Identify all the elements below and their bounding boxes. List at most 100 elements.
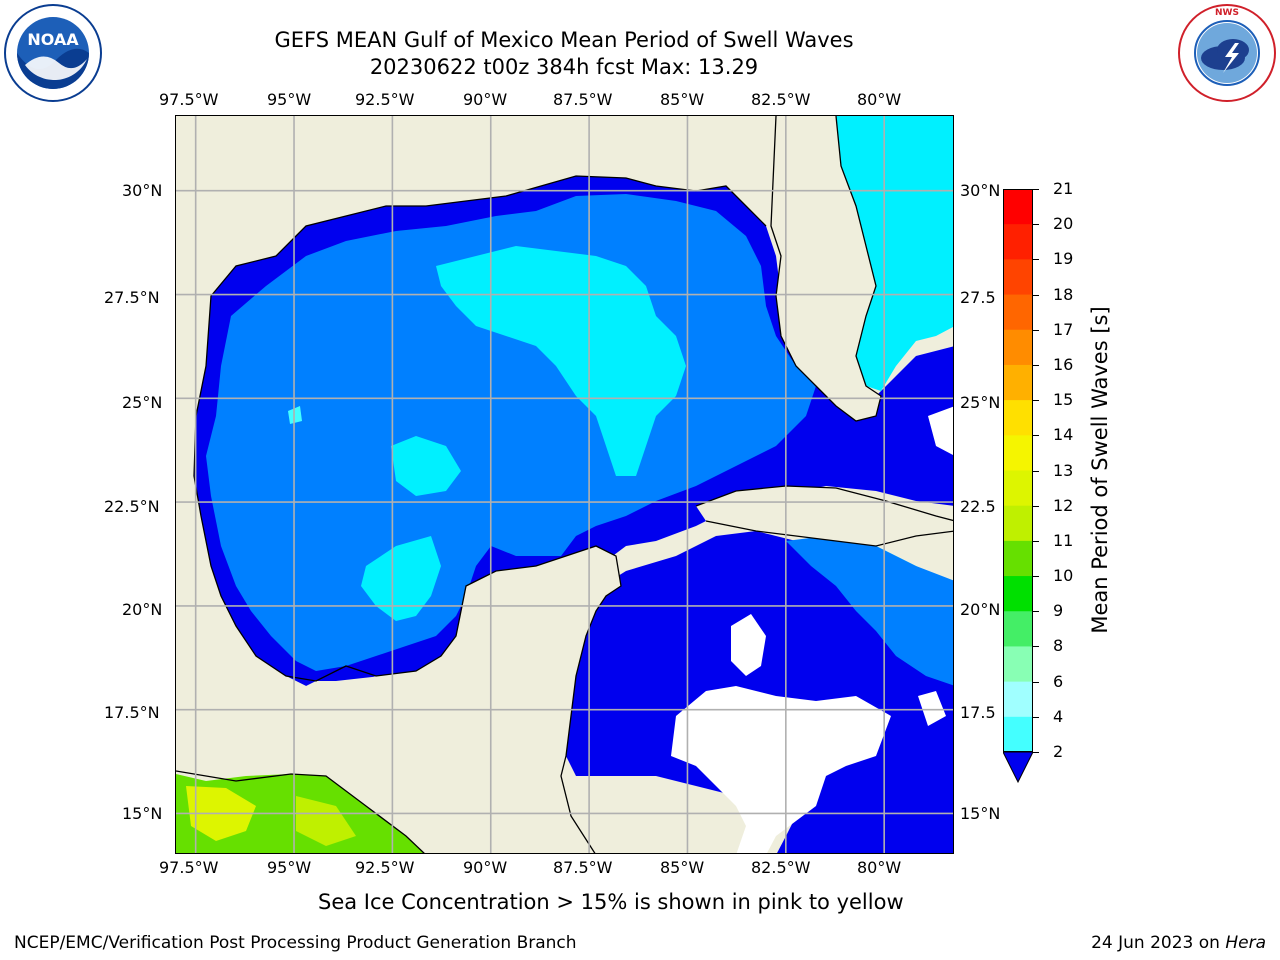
colorbar-extend-triangle	[1002, 751, 1034, 784]
colorbar-band	[1003, 716, 1033, 753]
colorbar-svg	[1002, 189, 1034, 784]
cyan-patch	[391, 436, 461, 496]
colorbar-band	[1003, 400, 1033, 436]
cyan-patch	[836, 116, 953, 391]
pacific-area-light	[296, 796, 356, 846]
nodata-area	[671, 686, 891, 853]
colorbar-band	[1003, 470, 1033, 507]
lat-label-right: 17.5	[960, 703, 996, 722]
colorbar-tick-label: 10	[1053, 566, 1074, 586]
lon-label-bottom: 85°W	[660, 858, 705, 877]
cyan-patch	[361, 536, 441, 621]
colorbar-tick-mark	[1033, 505, 1039, 507]
nodata-area	[731, 614, 766, 676]
colorbar-tick-label: 12	[1053, 495, 1074, 515]
lat-label-right: 25°N	[960, 393, 1001, 412]
noaa-logo: NOAA	[3, 3, 103, 103]
lon-label-top: 92.5°W	[355, 90, 415, 109]
lon-label-top: 82.5°W	[751, 90, 811, 109]
svg-text:NWS: NWS	[1215, 8, 1239, 18]
lat-label-right: 30°N	[960, 181, 1001, 200]
colorbar-band	[1003, 364, 1033, 401]
lon-label-bottom: 80°W	[857, 858, 902, 877]
colorbar-tick-mark	[1033, 470, 1039, 472]
lon-label-top: 87.5°W	[553, 90, 613, 109]
colorbar-band	[1003, 259, 1033, 296]
colorbar-tick-label: 14	[1053, 425, 1074, 445]
chart-title: GEFS MEAN Gulf of Mexico Mean Period of …	[274, 28, 854, 52]
map-svg	[176, 116, 953, 853]
texas-land	[176, 116, 776, 771]
noaa-logo-text: NOAA	[27, 30, 79, 49]
colorbar-band	[1003, 435, 1033, 471]
colorbar-tick-mark	[1033, 329, 1039, 331]
colorbar-tick-mark	[1033, 646, 1039, 648]
colorbar-tick-label: 13	[1053, 460, 1074, 480]
lat-label-right: 15°N	[960, 804, 1001, 823]
colorbar-tick-mark	[1033, 752, 1039, 753]
colorbar-band	[1003, 540, 1033, 577]
chart-subtitle: 20230622 t00z 384h fcst Max: 13.29	[369, 55, 759, 79]
lat-label-left: 30°N	[122, 181, 163, 200]
colorbar-tick-mark	[1033, 435, 1039, 437]
lat-label-left: 22.5°N	[104, 497, 160, 516]
lon-label-top: 95°W	[267, 90, 312, 109]
lat-label-right: 20°N	[960, 600, 1001, 619]
gulf-water-mid	[206, 194, 816, 671]
colorbar-tick-mark	[1033, 400, 1039, 402]
gridlines	[176, 116, 953, 853]
lat-label-right: 22.5	[960, 497, 996, 516]
florida-land	[771, 116, 881, 421]
lon-label-bottom: 82.5°W	[751, 858, 811, 877]
colorbar-band	[1003, 576, 1033, 612]
colorbar-band	[1003, 329, 1033, 366]
colorbar-band	[1003, 646, 1033, 683]
colorbar-tick-label: 18	[1053, 284, 1074, 304]
colorbar-tick-label: 20	[1053, 214, 1074, 234]
lon-label-top: 80°W	[857, 90, 902, 109]
lon-label-top: 85°W	[660, 90, 705, 109]
colorbar-tick-label: 6	[1053, 671, 1064, 691]
colorbar-tick-mark	[1033, 259, 1039, 261]
lon-label-bottom: 97.5°W	[159, 858, 219, 877]
footer-date-text: 24 Jun 2023 on	[1091, 933, 1226, 953]
footer-credit: NCEP/EMC/Verification Post Processing Pr…	[14, 933, 577, 953]
colorbar-tick-mark	[1033, 576, 1039, 578]
cyan-patch	[436, 246, 686, 476]
lat-label-left: 15°N	[122, 804, 163, 823]
colorbar	[1002, 189, 1034, 784]
nws-logo: NWS	[1177, 3, 1277, 103]
lon-label-top: 90°W	[463, 90, 508, 109]
colorbar-tick-mark	[1033, 364, 1039, 366]
nodata-area	[928, 406, 953, 455]
footer-date: 24 Jun 2023 on Hera	[1091, 933, 1266, 953]
colorbar-band	[1003, 224, 1033, 260]
lat-label-left: 17.5°N	[104, 703, 160, 722]
colorbar-tick-label: 2	[1053, 742, 1064, 761]
sea-ice-note: Sea Ice Concentration > 15% is shown in …	[318, 890, 904, 914]
lat-label-left: 25°N	[122, 393, 163, 412]
lat-label-right: 27.5	[960, 288, 996, 307]
colorbar-band	[1003, 505, 1033, 542]
lon-label-bottom: 87.5°W	[553, 858, 613, 877]
colorbar-tick-label: 15	[1053, 390, 1074, 410]
colorbar-tick-label: 11	[1053, 530, 1074, 550]
map-panel	[175, 115, 954, 854]
colorbar-band	[1003, 611, 1033, 647]
lat-label-left: 27.5°N	[104, 288, 160, 307]
lon-label-bottom: 95°W	[267, 858, 312, 877]
colorbar-tick-mark	[1033, 540, 1039, 542]
colorbar-tick-label: 19	[1053, 249, 1074, 269]
colorbar-tick-label: 9	[1053, 601, 1064, 621]
colorbar-band	[1003, 189, 1033, 225]
colorbar-tick-mark	[1033, 294, 1039, 296]
colorbar-tick-label: 21	[1053, 179, 1074, 198]
colorbar-band	[1003, 681, 1033, 718]
colorbar-tick-label: 16	[1053, 354, 1074, 374]
lat-label-left: 20°N	[122, 600, 163, 619]
colorbar-tick-mark	[1033, 716, 1039, 718]
caribbean-mid	[786, 536, 953, 686]
colorbar-band	[1003, 294, 1033, 331]
nodata-area	[918, 691, 946, 726]
lon-label-bottom: 90°W	[463, 858, 508, 877]
